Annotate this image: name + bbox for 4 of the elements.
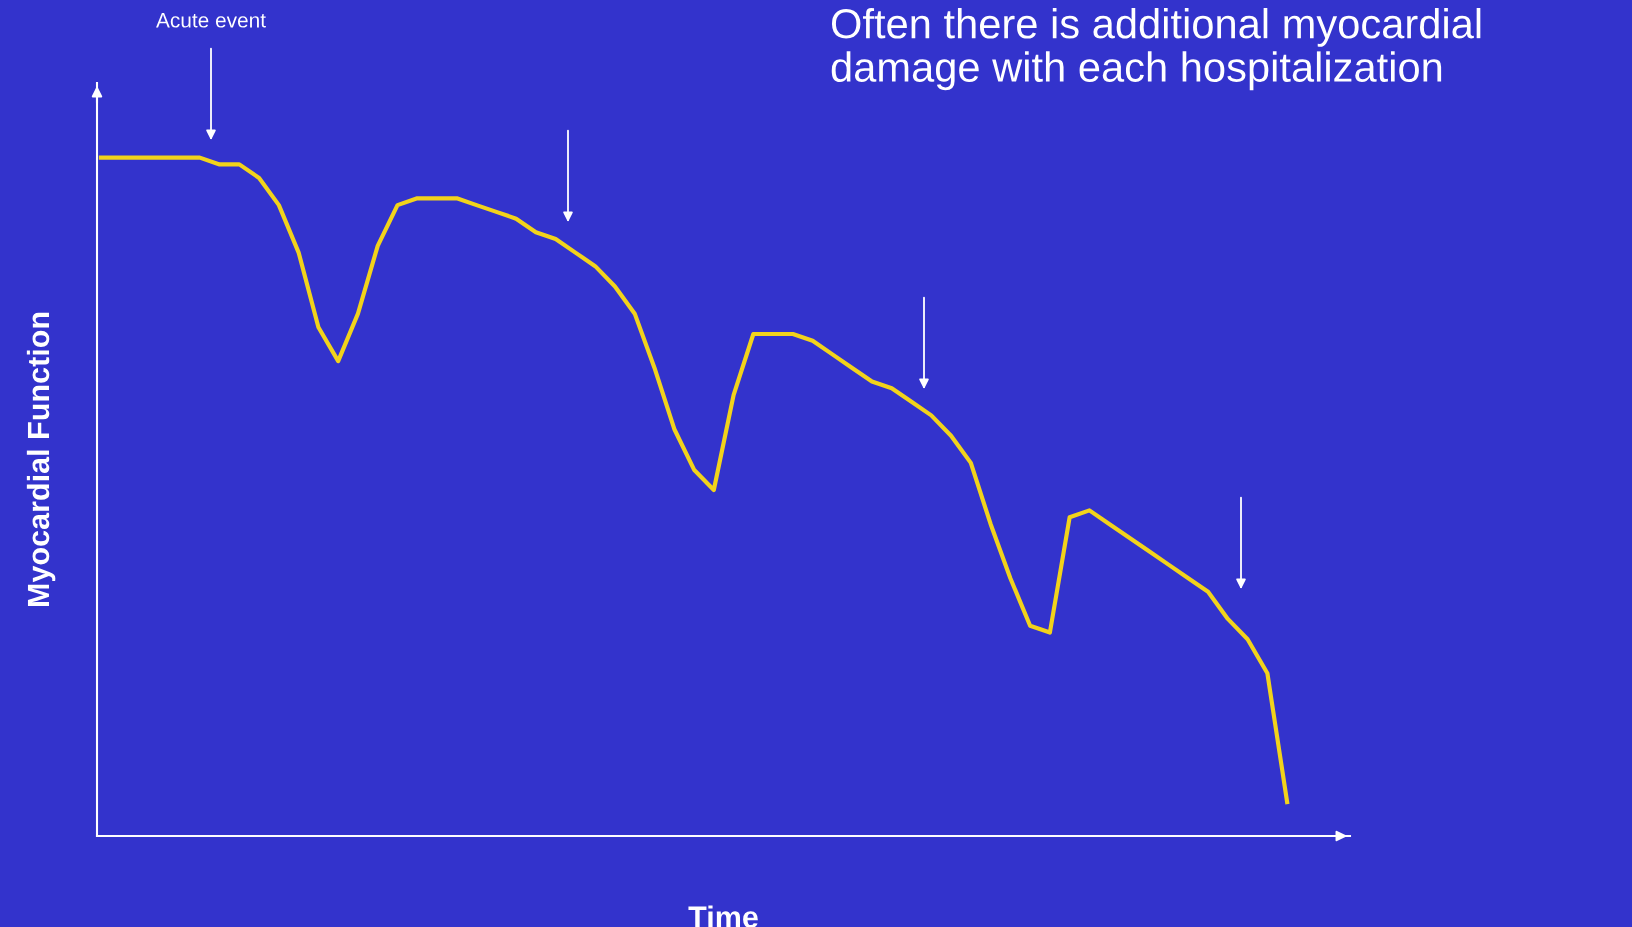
y-axis-title: Myocardial Function (26, 312, 56, 606)
chart-title: Often there is additional myocardial damage with each hospitalization (831, 8, 1481, 91)
x-axis-title: Time (688, 905, 758, 927)
text: Acute event (156, 13, 266, 28)
